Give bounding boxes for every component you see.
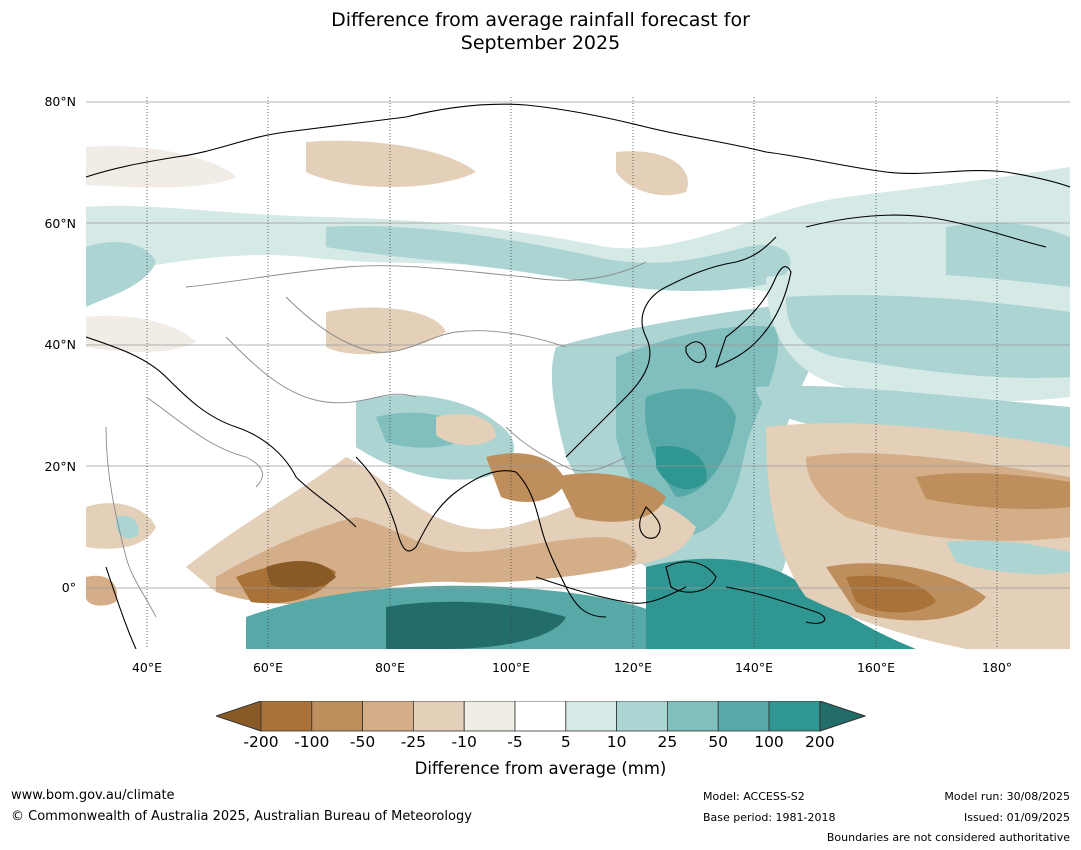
coast-indonesia <box>535 576 687 604</box>
rainfall-anomaly-field <box>86 140 1070 649</box>
dry-caspian <box>86 315 196 352</box>
footer-base-period: Base period: 1981-2018 <box>703 811 836 824</box>
coast-east-africa <box>105 566 137 649</box>
dry-siberia-central <box>306 140 476 187</box>
lon-label-100e: 100°E <box>491 660 530 675</box>
colorbar-cell <box>463 701 516 732</box>
coast-new-guinea <box>725 586 826 624</box>
coastlines <box>86 103 1070 649</box>
border-africa <box>105 426 157 618</box>
rainfall-map-canvas <box>86 97 1070 649</box>
coast-china <box>565 236 777 458</box>
lat-label-40n: 40°N <box>44 337 76 352</box>
colorbar-cell <box>514 701 567 732</box>
footer-issued: Issued: 01/09/2025 <box>963 811 1070 824</box>
colorbar-tick-label: 5 <box>560 733 571 751</box>
wet-south-pacific-band <box>946 540 1070 574</box>
colorbar-cell <box>412 701 465 732</box>
lat-label-80n: 80°N <box>44 94 76 109</box>
colorbar-tick-label: 200 <box>805 733 835 751</box>
colorbar-cell <box>565 701 617 732</box>
colorbar-tick-label: 25 <box>657 733 678 751</box>
rainfall-map <box>86 97 1070 649</box>
coast-japan <box>715 266 792 369</box>
country-boundaries <box>105 261 647 618</box>
border-arabia <box>145 396 263 488</box>
colorbar-tick-label: 10 <box>606 733 627 751</box>
wet-europe-west <box>86 242 156 307</box>
coast-middle-east <box>86 336 357 528</box>
colorbar-cell <box>260 701 313 732</box>
wet-ethiopia <box>116 515 139 539</box>
colorbar-cell <box>311 701 364 732</box>
colorbar-tick-label: -100 <box>294 733 330 751</box>
wet-philippine-sea-core <box>656 446 707 490</box>
border-se-asia <box>505 426 627 472</box>
coast-philippines <box>639 506 661 539</box>
coast-malay-peninsula <box>515 471 607 618</box>
colorbar-cell <box>768 701 821 732</box>
dry-sw-pacific-core <box>846 575 936 613</box>
border-russia-south <box>185 261 647 288</box>
colorbar-cell <box>362 701 414 732</box>
dry-arabian-sea-extreme <box>266 561 336 590</box>
lon-label-40e: 40°E <box>131 660 163 675</box>
coast-india <box>355 456 517 552</box>
colorbar-cell <box>666 701 719 732</box>
border-china-west <box>285 296 567 353</box>
colorbar-tick-label: -200 <box>243 733 279 751</box>
coast-kamchatka <box>805 214 1047 248</box>
lon-label-120e: 120°E <box>613 660 652 675</box>
colorbar-tick-label: 100 <box>754 733 784 751</box>
coast-borneo <box>665 561 717 593</box>
map-title: Difference from average rainfall forecas… <box>0 9 1081 55</box>
graticule <box>86 101 1070 589</box>
lat-label-60n: 60°N <box>44 216 76 231</box>
dry-bay-of-bengal <box>486 453 566 502</box>
dry-siberia-east <box>616 151 688 196</box>
dry-central-asia <box>326 307 446 355</box>
border-iran-afghanistan <box>225 336 417 404</box>
colorbar-tick-label: -25 <box>400 733 427 751</box>
lat-label-20n: 20°N <box>44 459 76 474</box>
colorbar-cells <box>260 701 821 732</box>
map-title-line-2: September 2025 <box>460 32 621 54</box>
footer-boundaries-note: Boundaries are not considered authoritat… <box>826 831 1070 844</box>
colorbar-cell <box>717 701 770 732</box>
dry-central-pacific-core <box>916 473 1070 510</box>
footer-model-run: Model run: 30/08/2025 <box>944 790 1070 803</box>
footer-copyright: © Commonwealth of Australia 2025, Austra… <box>11 809 472 824</box>
lon-label-60e: 60°E <box>252 660 284 675</box>
colorbar-under-arrow <box>216 701 262 732</box>
dry-east-africa <box>86 575 117 606</box>
lat-label-equator: 0° <box>61 580 76 595</box>
coast-arctic <box>86 103 1070 188</box>
meridians <box>146 97 998 649</box>
dry-siberia-west <box>86 146 236 188</box>
dry-south-china-sea <box>556 473 666 522</box>
wet-nw-pacific-medium <box>786 295 1070 378</box>
wet-band-north-medium <box>326 226 791 292</box>
footer-website: www.bom.gov.au/climate <box>11 788 175 803</box>
colorbar-over-arrow <box>819 701 866 732</box>
map-title-line-1: Difference from average rainfall forecas… <box>331 9 750 31</box>
colorbar-cell <box>616 701 668 732</box>
lon-label-80e: 80°E <box>374 660 406 675</box>
coast-korea <box>685 341 707 363</box>
colorbar-tick-label: -5 <box>507 733 523 751</box>
lon-label-140e: 140°E <box>734 660 773 675</box>
colorbar-tick-label: -50 <box>349 733 376 751</box>
colorbar <box>216 701 866 732</box>
footer-model: Model: ACCESS-S2 <box>703 790 805 803</box>
colorbar-tick-label: 50 <box>708 733 729 751</box>
lon-label-180: 180° <box>981 660 1013 675</box>
wet-south-indian-ocean-core <box>386 601 566 649</box>
lon-label-160e: 160°E <box>856 660 895 675</box>
dry-tibet <box>436 413 496 446</box>
colorbar-label: Difference from average (mm) <box>414 759 667 778</box>
colorbar-tick-label: -10 <box>451 733 477 751</box>
